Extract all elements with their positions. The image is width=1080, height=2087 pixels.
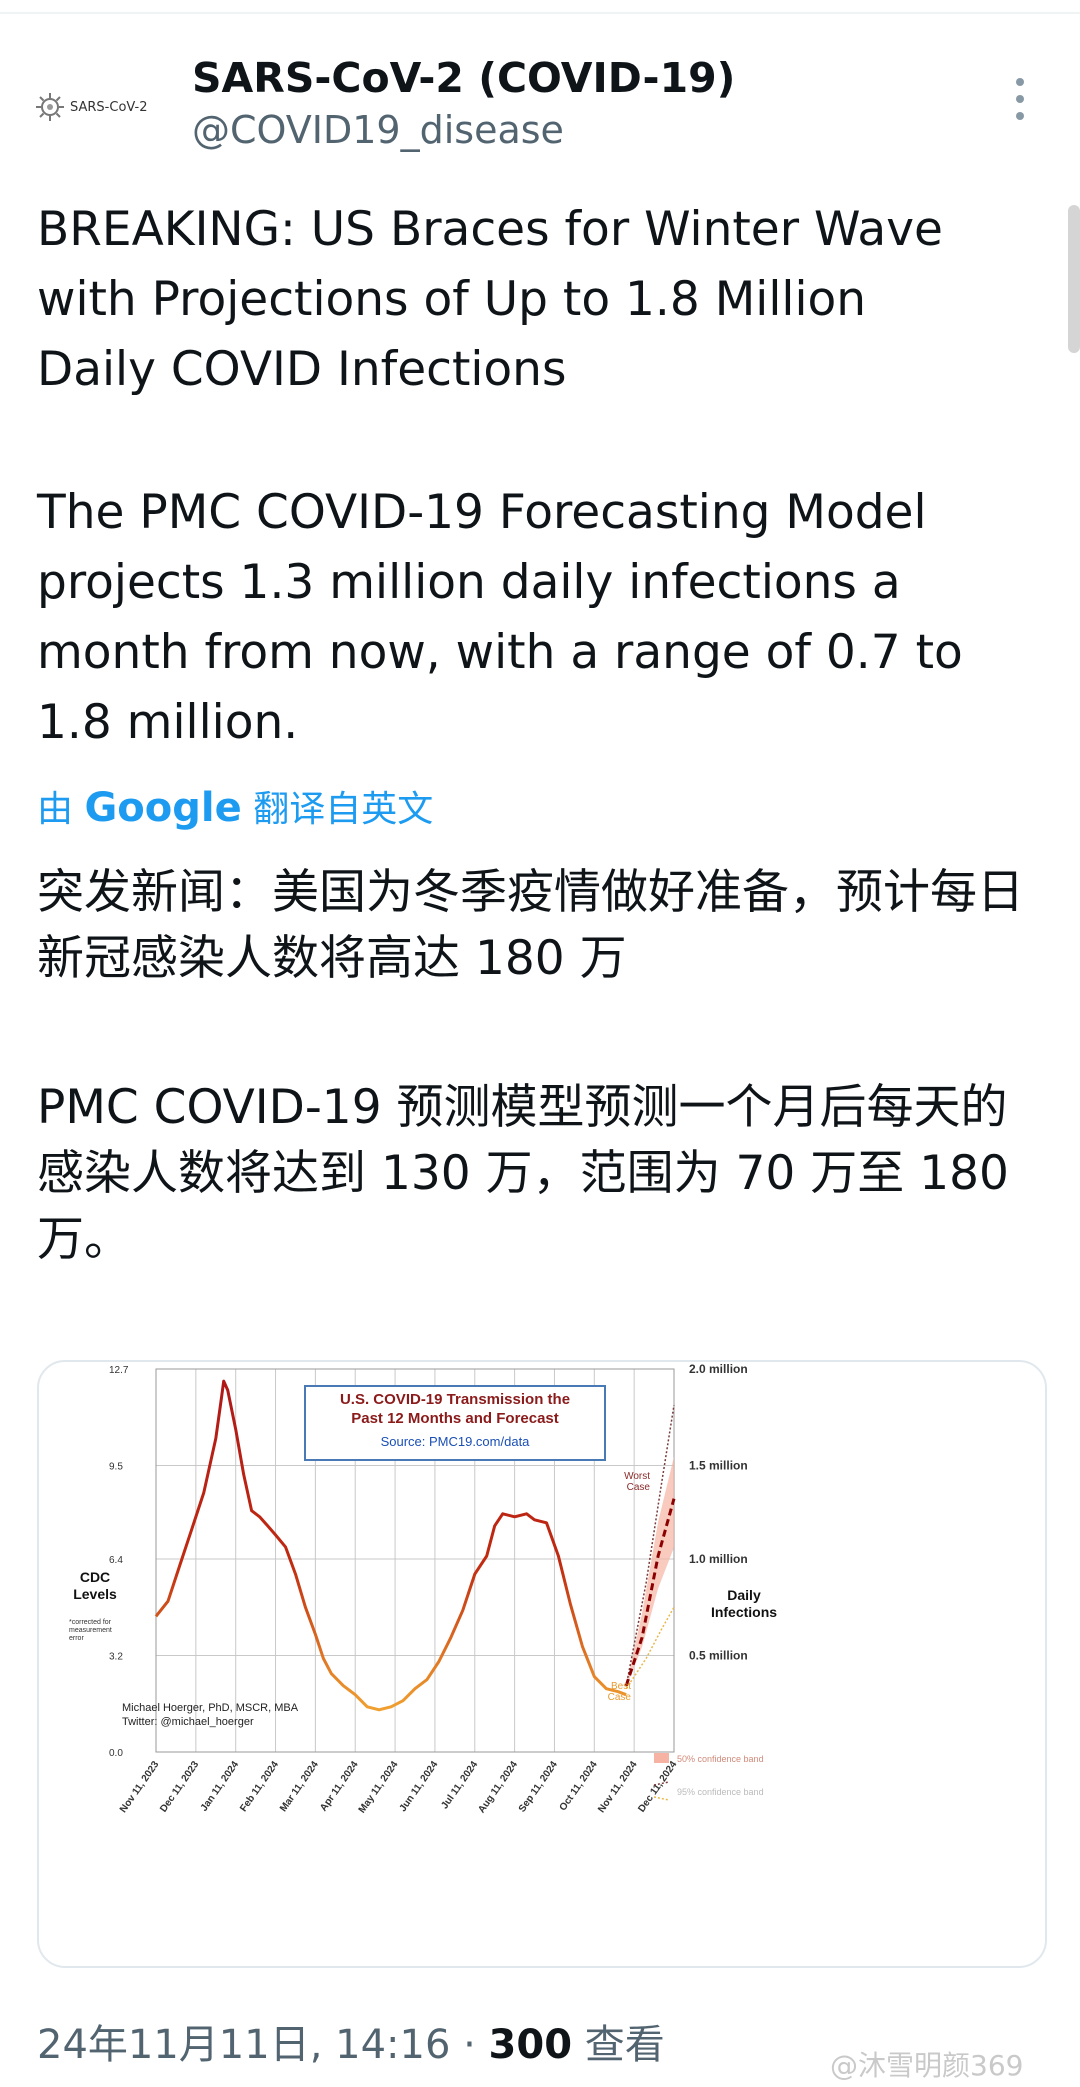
best-case-line [625,1606,675,1690]
legend-50-label: 50% confidence band [677,1754,764,1764]
translation-link[interactable]: 由 Google 翻译自英文 [37,780,433,832]
translate-suffix: 翻译自英文 [253,789,434,830]
tweet-text-paragraph-2: The PMC COVID-19 Forecasting Model proje… [37,485,963,750]
virus-logo-icon [36,93,64,121]
author-credit-line-1: Michael Hoerger, PhD, MSCR, MBA [122,1702,299,1714]
y2-tick-label: 1.0 million [689,1552,748,1566]
timestamp: 24年11月11日, 14:16 · [37,2022,489,2068]
translated-paragraph-2: PMC COVID-19 预测模型预测一个月后每天的感染人数将达到 130 万，… [37,1080,1009,1267]
top-divider [0,12,1080,14]
user-handle[interactable]: @COVID19_disease [192,108,564,152]
cdc-levels-line [154,1379,627,1712]
chart-subtitle: Source: PMC19.com/data [381,1434,531,1449]
x-tick-label: Oct 11, 2024 [558,1759,600,1813]
display-name[interactable]: SARS-CoV-2 (COVID-19) [192,54,736,102]
y-tick-label: 6.4 [109,1555,123,1566]
author-credit-line-2: Twitter: @michael_hoerger [122,1716,254,1728]
x-tick-label: Jul 11, 2024 [439,1759,480,1811]
x-tick-label: Feb 11, 2024 [238,1759,281,1814]
y2-axis-label-line-1: Daily [727,1587,761,1603]
y2-tick-label: 1.5 million [689,1459,748,1473]
chart-title-line-1: U.S. COVID-19 Transmission the [340,1391,570,1408]
watermark: @沐雪明颜369 [830,2049,1024,2082]
x-tick-label: Nov 11, 2023 [118,1759,162,1815]
google-logo-text: Google [84,785,242,831]
y-axis-note-line-1: *corrected for [69,1619,112,1626]
x-tick-label: Dec 11, 2024 [636,1759,679,1814]
scrollbar-thumb[interactable] [1068,205,1080,353]
plot-frame [155,1368,675,1753]
y-axis-label-line-1: CDC [80,1569,110,1585]
worst-case-label-line-1: Worst [624,1471,650,1482]
legend-95-upper-swatch [653,1781,670,1786]
chart-title-box [304,1385,606,1461]
y-axis-note-line-2: measurement [69,1627,112,1634]
chart-title-line-2: Past 12 Months and Forecast [351,1410,559,1427]
y-tick-label: 9.5 [109,1462,123,1473]
avatar[interactable]: SARS-CoV-2 [34,72,159,142]
tweet-text-paragraph-1: BREAKING: US Braces for Winter Wave with… [37,202,943,397]
y-tick-label: 3.2 [109,1651,123,1662]
y2-axis-label-line-2: Infections [711,1604,777,1620]
worst-case-line [625,1405,675,1686]
x-tick-label: Sep 11, 2024 [517,1759,560,1814]
google-logo: Google [84,785,241,831]
best-case-label-line-1: Best [611,1681,631,1692]
legend-50-swatch [654,1753,669,1763]
y2-tick-label: 0.5 million [689,1648,748,1662]
x-tick-label: Mar 11, 2024 [278,1759,321,1814]
more-options-icon[interactable] [1008,78,1032,120]
forecast-50-band [626,1456,674,1687]
legend-95-label: 95% confidence band [677,1787,764,1797]
x-tick-label: Jun 11, 2024 [398,1759,441,1814]
chart-image[interactable]: 0.0 3.2 6.4 9.5 12.7 0.5 million 1.0 million 1… [37,1360,1047,1968]
views-count: 300 [488,2022,573,2068]
forecast-median-line [624,1498,676,1687]
covid-chart-svg: 0.0 3.2 6.4 9.5 12.7 0.5 million 1.0 million 1… [69,1362,777,1815]
y-axis-note-line-3: error [69,1635,84,1642]
worst-case-label-line-2: Case [627,1482,651,1493]
x-tick-label: Dec 11, 2023 [158,1759,201,1814]
y-tick-label: 12.7 [109,1365,129,1376]
x-tick-label: Aug 11, 2024 [476,1759,520,1815]
translate-prefix: 由 [37,789,74,830]
x-tick-label: May 11, 2024 [357,1759,401,1815]
translated-paragraph-1: 突发新闻：美国为冬季疫情做好准备，预计每日新冠感染人数将高达 180 万 [37,865,1024,986]
tweet-meta: 24年11月11日, 14:16 · 300 查看 [37,2012,665,2070]
x-tick-label: Nov 11, 2024 [596,1759,640,1815]
y-axis-label-line-2: Levels [73,1586,117,1602]
y-tick-label: 0.0 [109,1748,123,1759]
x-tick-label: Apr 11, 2024 [318,1759,361,1813]
views-label: 查看 [572,2022,665,2068]
y2-tick-label: 2.0 million [689,1362,748,1376]
legend-95-lower-swatch [653,1796,670,1801]
avatar-label: SARS-CoV-2 [70,99,148,115]
best-case-label-line-2: Case [608,1692,632,1703]
x-tick-label: Jan 11, 2024 [199,1759,242,1813]
